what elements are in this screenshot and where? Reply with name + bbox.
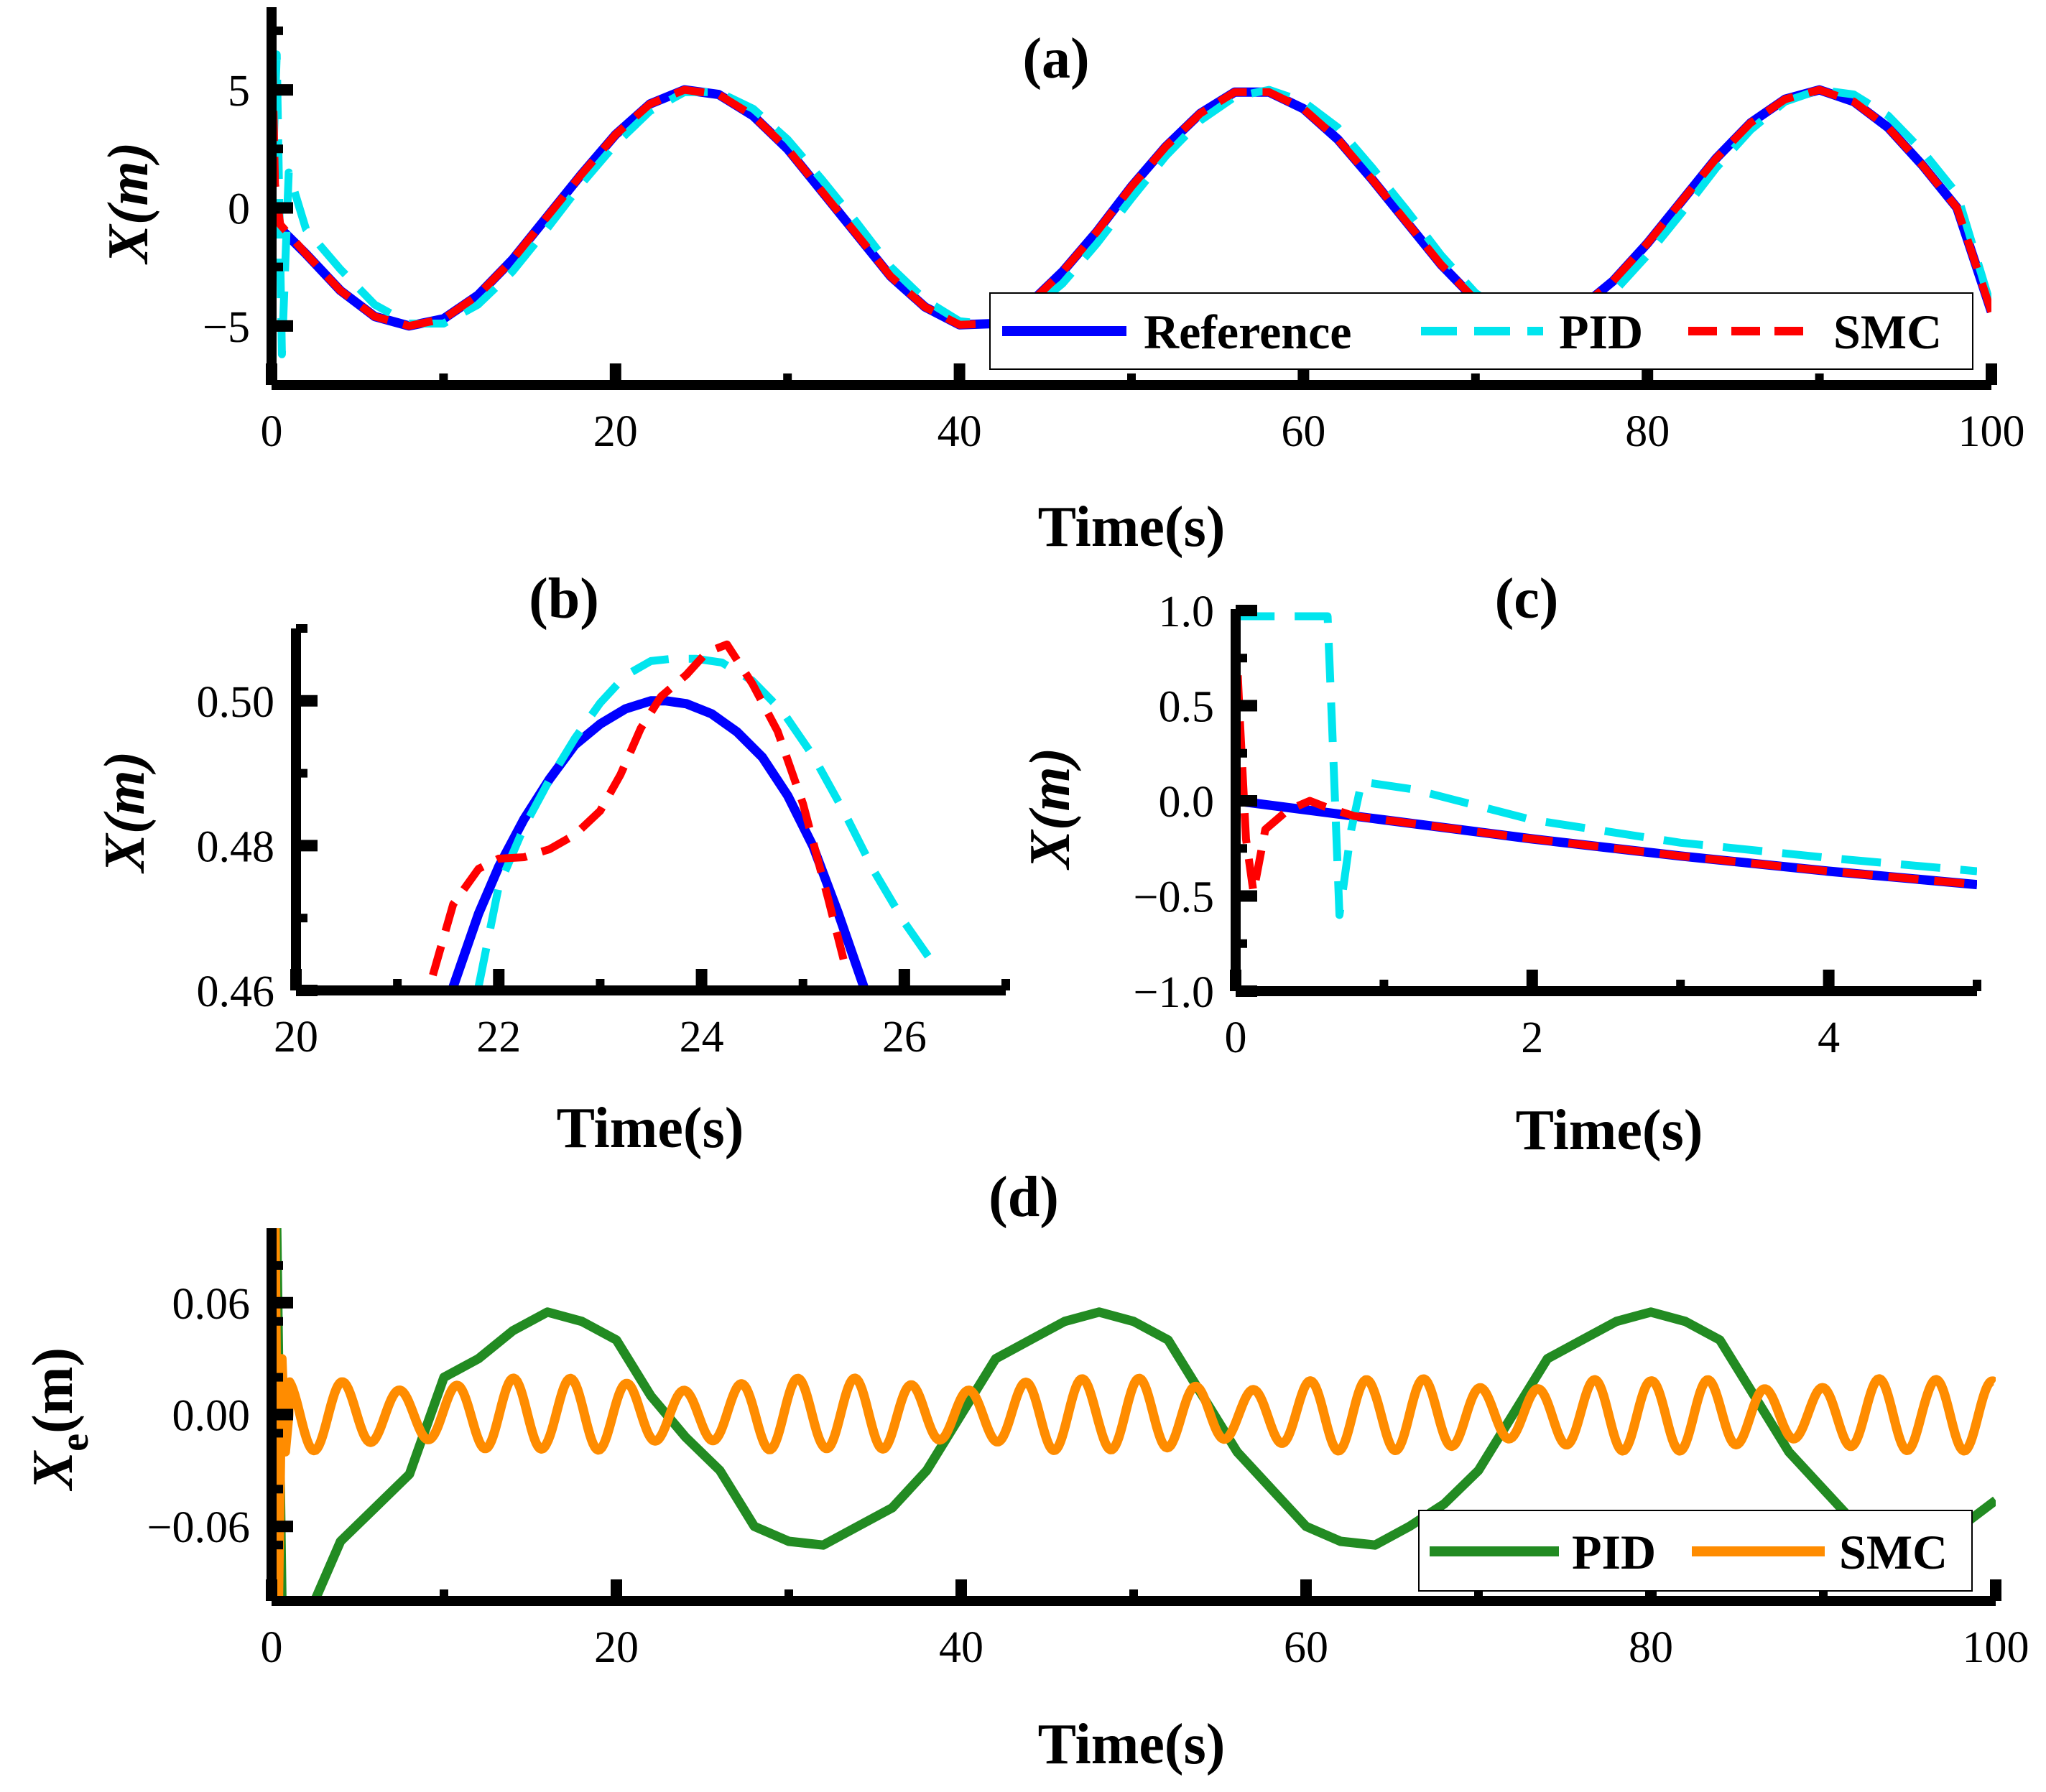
x-tick-label-c-1: 2 [1521,1013,1543,1062]
x-tick-label-d-2: 40 [939,1623,983,1672]
panel-c: 0 2 4 −1.0 −0.5 0.0 0.5 1.0 (c) Time(s) X(m) [1019,567,1981,1162]
x-tick-label-c-2: 4 [1818,1013,1840,1062]
legend-label-smc: SMC [1833,305,1942,359]
y-tick-label-b-0: 0.46 [197,967,275,1016]
x-tick-label-a-0: 0 [261,407,283,456]
x-tick-label-d-1: 20 [594,1623,639,1672]
panel-label-d: (d) [989,1166,1059,1229]
y-axis-title-d-unit: (m) [22,1347,85,1434]
x-tick-label-a-5: 100 [1958,407,2025,456]
y-tick-label-d-2: 0.06 [172,1280,251,1329]
x-axis-title-d: Time(s) [1038,1713,1226,1776]
series-smc-d [272,1228,1996,1601]
y-axis-title-c: X(m) [1019,748,1082,871]
legend-label-reference: Reference [1144,305,1351,359]
y-tick-label-b-1: 0.48 [197,822,275,871]
series-pid-a [272,50,1991,358]
panel-a: 0 20 40 60 80 100 −5 0 5 (a) Time(s) X(m) Refere… [97,7,2025,559]
panel-b: 20 22 24 26 0.46 0.48 0.50 (b) Time(s) X(m) [93,567,1010,1160]
x-axis-title-c: Time(s) [1516,1099,1703,1162]
y-tick-label-a-2: 5 [228,67,250,116]
x-tick-label-a-4: 80 [1625,407,1670,456]
legend-label-pid-d: PID [1572,1525,1656,1579]
x-tick-label-d-4: 80 [1629,1623,1673,1672]
x-tick-label-a-3: 60 [1281,407,1325,456]
x-tick-label-d-5: 100 [1963,1623,2029,1672]
series-pid-d [272,1228,1996,1601]
x-tick-label-b-2: 24 [680,1013,724,1062]
panel-label-c: (c) [1495,567,1559,631]
x-tick-label-c-0: 0 [1225,1013,1247,1062]
legend-label-smc-d: SMC [1839,1525,1948,1579]
svg-text:Xe(m): Xe(m) [22,1347,97,1492]
y-tick-label-c-2: 0.0 [1159,778,1215,827]
x-tick-label-a-2: 40 [938,407,982,456]
legend-a: Reference PID SMC [989,292,1973,370]
legend-label-pid: PID [1559,305,1643,359]
series-pid-b [474,654,938,988]
y-tick-label-c-0: −1.0 [1134,968,1214,1017]
y-axis-title-d-symbol: X [22,1450,85,1492]
series-smc-c [1236,629,1977,896]
series-smc-b [429,640,848,977]
x-axis-title-b: Time(s) [557,1097,744,1160]
panel-d: 0 20 40 60 80 100 −0.06 0.00 0.06 (d) Time(s) Xe… [22,1166,2029,1776]
y-tick-label-a-1: 0 [228,185,250,233]
y-tick-label-d-0: −0.06 [147,1503,250,1552]
series-pid-c [1236,611,1977,919]
y-axis-title-b: X(m) [93,751,157,875]
y-axis-title-a: X(m) [97,142,160,266]
x-tick-label-d-0: 0 [261,1623,283,1672]
y-tick-label-c-3: 0.5 [1159,683,1215,732]
x-tick-label-b-0: 20 [274,1013,318,1062]
y-tick-label-c-4: 1.0 [1159,588,1215,636]
panel-label-a: (a) [1022,27,1089,90]
x-axis-title-a: Time(s) [1038,496,1226,559]
y-tick-label-d-1: 0.00 [172,1392,251,1441]
x-tick-label-b-3: 26 [882,1013,927,1062]
x-tick-label-d-3: 60 [1284,1623,1328,1672]
y-axis-title-d: Xe(m) [22,1347,97,1492]
y-tick-label-c-1: −0.5 [1134,873,1214,922]
panel-label-b: (b) [529,567,599,631]
x-tick-label-b-1: 22 [476,1013,521,1062]
x-tick-label-a-1: 20 [593,407,638,456]
y-axis-title-d-subscript: e [52,1434,97,1452]
y-tick-label-a-0: −5 [203,303,250,352]
y-tick-label-b-2: 0.50 [197,678,275,727]
series-smc-a [272,19,1991,330]
legend-d: PID SMC [1418,1510,1973,1592]
